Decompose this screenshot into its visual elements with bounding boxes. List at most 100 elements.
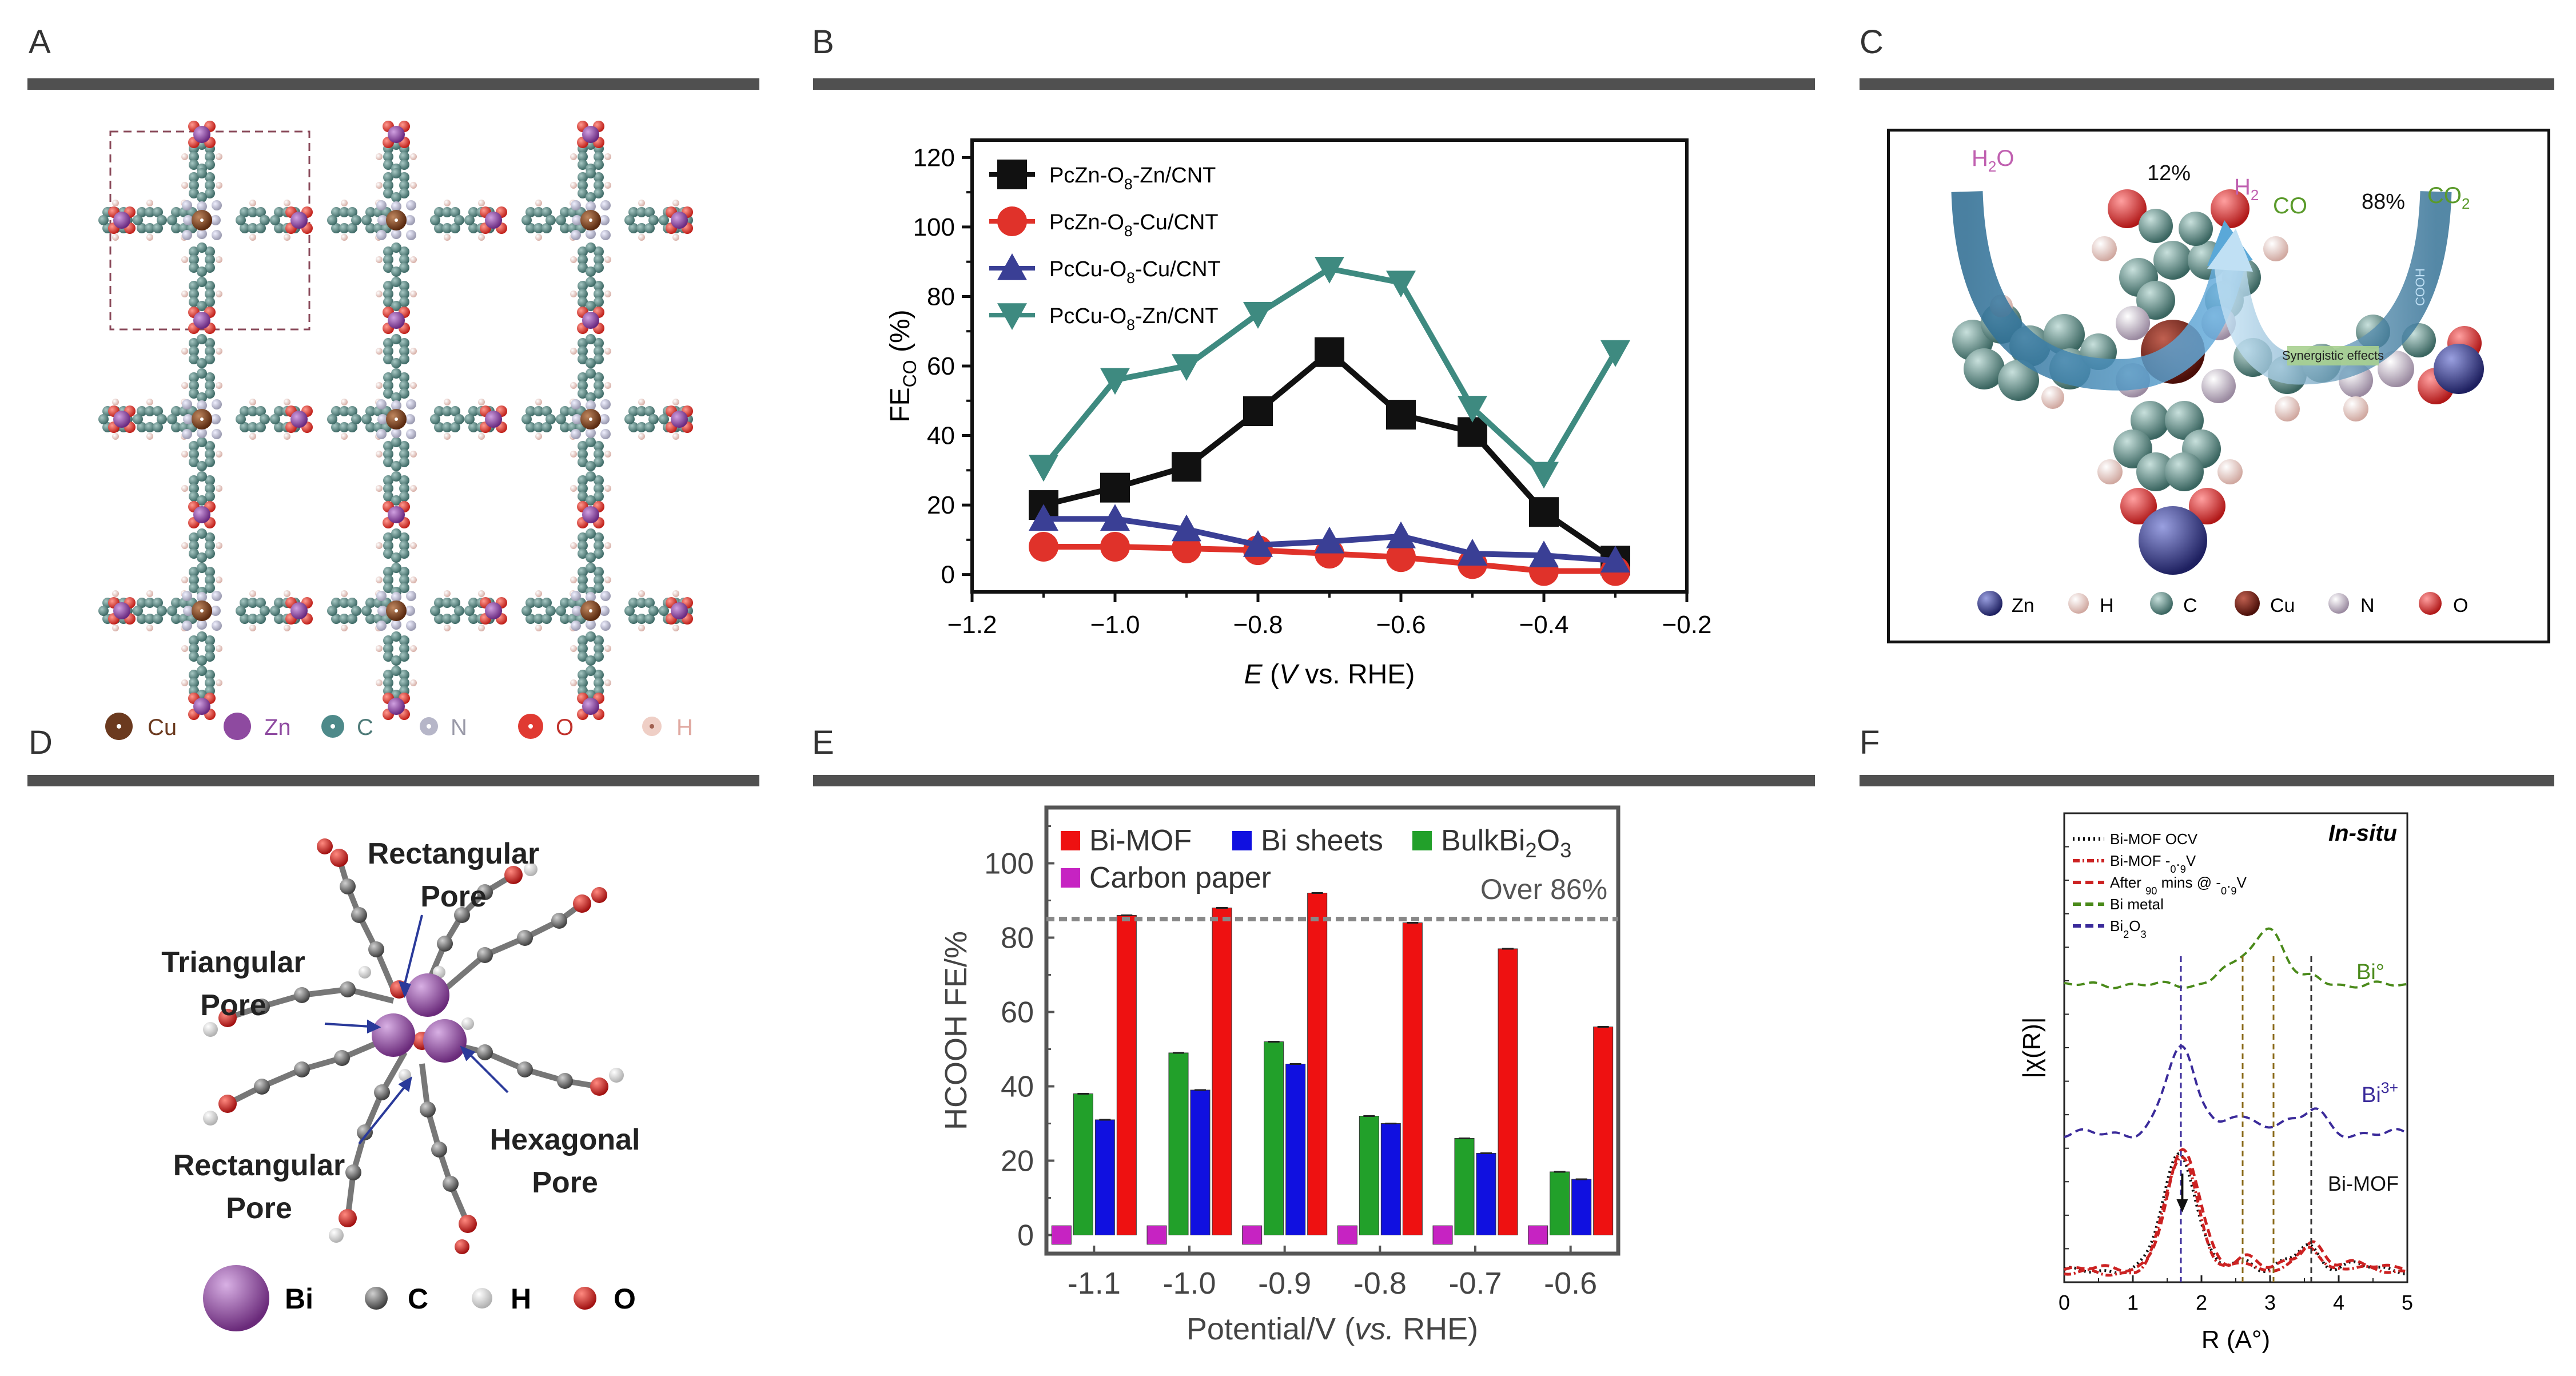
legend-entry: BulkBi2O3 [1412, 824, 1571, 862]
data-point [1100, 368, 1130, 395]
curve-label: Bi° [2356, 960, 2384, 984]
legend-entry: Bi2O3 [2073, 917, 2147, 940]
svg-text:Zn: Zn [2012, 595, 2034, 617]
bar [1498, 948, 1518, 1235]
y-tick-label: 60 [927, 352, 955, 380]
data-point [1386, 400, 1416, 430]
legend-entry: Carbon paper [1061, 861, 1271, 894]
y-axis-label: HCOOH FE/% [939, 931, 973, 1130]
x-axis-label: Potential/V (vs. RHE) [1187, 1312, 1478, 1346]
bar [1168, 1052, 1189, 1235]
x-tick-label: −0.4 [1519, 611, 1569, 639]
y-tick-label: 40 [927, 422, 955, 450]
panel-d-legend: Bi C H O [203, 1265, 636, 1331]
bar [1307, 893, 1328, 1235]
legend-a-n: N [420, 715, 467, 740]
svg-text:N: N [2360, 595, 2375, 617]
panel-c-illustration: Synergistic effects H2O 12% H2 CO 88% CO… [1887, 129, 2550, 643]
bar [1476, 1153, 1496, 1235]
series-line [1041, 265, 1618, 477]
y-tick-label: 0 [941, 561, 955, 589]
x-tick-label: -0.8 [1353, 1266, 1407, 1301]
bar [1073, 1093, 1093, 1235]
svg-text:COOH: COOH [2413, 268, 2427, 306]
chart-f: 0 1 2 3 4 5 R (A°) |χ(R)| In-situ Bi-MOF OCV Bi-MO… [2018, 812, 2413, 1354]
data-point [997, 253, 1027, 280]
legend-label: After 90 mins @ -0.9V [2110, 874, 2247, 897]
data-point [1172, 452, 1201, 482]
curve [2064, 1044, 2408, 1139]
data-point [1600, 340, 1630, 367]
legend-swatch [1061, 868, 1080, 888]
series-3 [1029, 257, 1630, 489]
x-tick-label: −0.6 [1376, 611, 1426, 639]
legend-label: PcZn-O8-Zn/CNT [1049, 164, 1216, 193]
data-point [1386, 521, 1416, 548]
bar [1402, 922, 1423, 1235]
data-point [997, 206, 1027, 236]
bar [1337, 1225, 1357, 1245]
svg-text:O: O [2453, 595, 2468, 617]
y-axis-label: FECO (%) [885, 309, 920, 422]
bar [1051, 1225, 1072, 1245]
bar [1432, 1225, 1453, 1245]
curve-label: Bi3+ [2362, 1079, 2398, 1107]
x-axis-label: E (V vs. RHE) [1244, 659, 1415, 690]
reference-label: Over 86% [1480, 873, 1607, 905]
legend-a-c: C [321, 715, 373, 740]
series-0 [1029, 337, 1630, 576]
data-point [997, 160, 1027, 189]
data-point [1100, 532, 1130, 562]
panel-a-legend: Cu Zn C N O H [105, 713, 693, 740]
y-tick-label: 100 [984, 848, 1034, 881]
svg-text:Pore: Pore [200, 989, 266, 1022]
y-tick-label: 80 [927, 283, 955, 311]
y-tick-label: 40 [1001, 1071, 1034, 1104]
bar [1285, 1064, 1306, 1235]
legend-entry: Bi sheets [1232, 824, 1383, 857]
svg-text:Triangular: Triangular [161, 946, 305, 979]
data-point [1172, 514, 1201, 542]
svg-text:12%: 12% [2147, 161, 2191, 185]
bar [1242, 1225, 1263, 1245]
legend-label: Bi sheets [1261, 824, 1383, 857]
legend-entry: Bi-MOF -0.9V [2073, 852, 2196, 875]
svg-text:O: O [614, 1283, 636, 1315]
panel-c-rule [1860, 78, 2554, 90]
data-point [1100, 504, 1130, 531]
panel-d-rule [27, 775, 759, 786]
svg-text:H: H [676, 715, 693, 740]
svg-text:H: H [511, 1283, 531, 1315]
panel-f-label: F [1860, 724, 1880, 761]
data-point [1315, 337, 1344, 367]
y-axis-label: |χ(R)| [2018, 1017, 2046, 1078]
panel-a-label: A [29, 23, 51, 61]
svg-text:CO: CO [2273, 193, 2307, 218]
legend-swatch [1412, 831, 1432, 850]
series-bi2o3 [2064, 1044, 2408, 1139]
data-point [1529, 497, 1559, 527]
data-point [1029, 532, 1058, 562]
chart-b: −1.2 −1.0 −0.8 −0.6 −0.4 −0.2 0 20 40 60 80 100 120 E… [885, 138, 1711, 690]
panel-e-label: E [812, 724, 834, 761]
panel-f-rule [1860, 775, 2554, 786]
x-axis-label: R (A°) [2201, 1326, 2270, 1354]
x-tick-label: -1.0 [1162, 1266, 1216, 1301]
svg-text:N: N [451, 715, 467, 740]
legend-a-zn: Zn [224, 713, 291, 740]
x-tick-label: −1.2 [947, 611, 997, 639]
bar [1116, 915, 1137, 1235]
y-tick-label: 120 [913, 144, 955, 172]
legend-a-o: O [518, 714, 574, 740]
data-point [1529, 540, 1559, 567]
y-tick-label: 20 [927, 491, 955, 519]
panel-a-structure [98, 121, 693, 720]
x-tick-label: -0.7 [1448, 1266, 1502, 1301]
bar [1359, 1116, 1379, 1235]
data-point [1386, 271, 1416, 298]
svg-text:Pore: Pore [226, 1192, 292, 1225]
svg-text:C: C [2183, 595, 2197, 617]
legend-label: BulkBi2O3 [1441, 824, 1571, 862]
panel-b-label: B [812, 23, 834, 61]
plot-frame [1044, 805, 1621, 1256]
